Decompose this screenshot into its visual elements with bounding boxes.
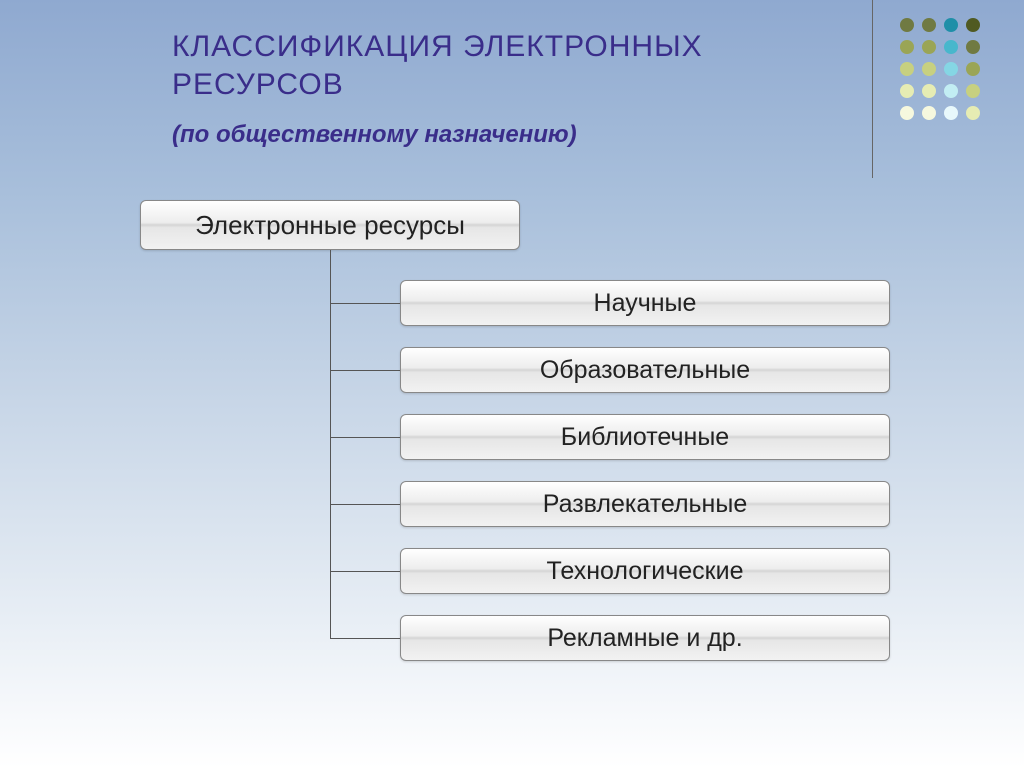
decor-dot bbox=[944, 18, 958, 32]
diagram-child-node: Рекламные и др. bbox=[400, 615, 890, 661]
decor-dot bbox=[900, 18, 914, 32]
slide-subtitle: (по общественному назначению) bbox=[172, 121, 862, 149]
connector-horizontal bbox=[330, 504, 400, 505]
decor-dot bbox=[966, 62, 980, 76]
connector-horizontal bbox=[330, 370, 400, 371]
diagram-child-node: Развлекательные bbox=[400, 481, 890, 527]
decor-dot bbox=[900, 84, 914, 98]
decor-dot bbox=[922, 18, 936, 32]
diagram-child-node: Образовательные bbox=[400, 347, 890, 393]
diagram-child-node: Библиотечные bbox=[400, 414, 890, 460]
decor-dot bbox=[900, 106, 914, 120]
decor-dot bbox=[922, 106, 936, 120]
title-block: КЛАССИФИКАЦИЯ ЭЛЕКТРОННЫХ РЕСУРСОВ (по о… bbox=[172, 28, 862, 149]
decor-dot bbox=[966, 84, 980, 98]
diagram-child-node: Технологические bbox=[400, 548, 890, 594]
diagram-child-node: Научные bbox=[400, 280, 890, 326]
connector-horizontal bbox=[330, 571, 400, 572]
decor-dot bbox=[944, 84, 958, 98]
decor-dot bbox=[900, 62, 914, 76]
decor-dot bbox=[966, 40, 980, 54]
decor-dot bbox=[944, 106, 958, 120]
classification-diagram: Электронные ресурсы Научные Образовательн… bbox=[130, 200, 910, 720]
slide-title: КЛАССИФИКАЦИЯ ЭЛЕКТРОННЫХ РЕСУРСОВ bbox=[172, 28, 862, 103]
decor-dot bbox=[900, 40, 914, 54]
decor-vertical-line bbox=[872, 0, 873, 178]
decor-dot bbox=[944, 40, 958, 54]
decor-dot bbox=[966, 106, 980, 120]
decor-dot-grid bbox=[900, 18, 984, 124]
connector-horizontal bbox=[330, 303, 400, 304]
decor-dot bbox=[922, 62, 936, 76]
decor-dot bbox=[922, 40, 936, 54]
decor-dot bbox=[922, 84, 936, 98]
diagram-root-node: Электронные ресурсы bbox=[140, 200, 520, 250]
decor-dot bbox=[966, 18, 980, 32]
connector-horizontal bbox=[330, 437, 400, 438]
decor-dot bbox=[944, 62, 958, 76]
connector-horizontal bbox=[330, 638, 400, 639]
connector-vertical bbox=[330, 250, 331, 638]
